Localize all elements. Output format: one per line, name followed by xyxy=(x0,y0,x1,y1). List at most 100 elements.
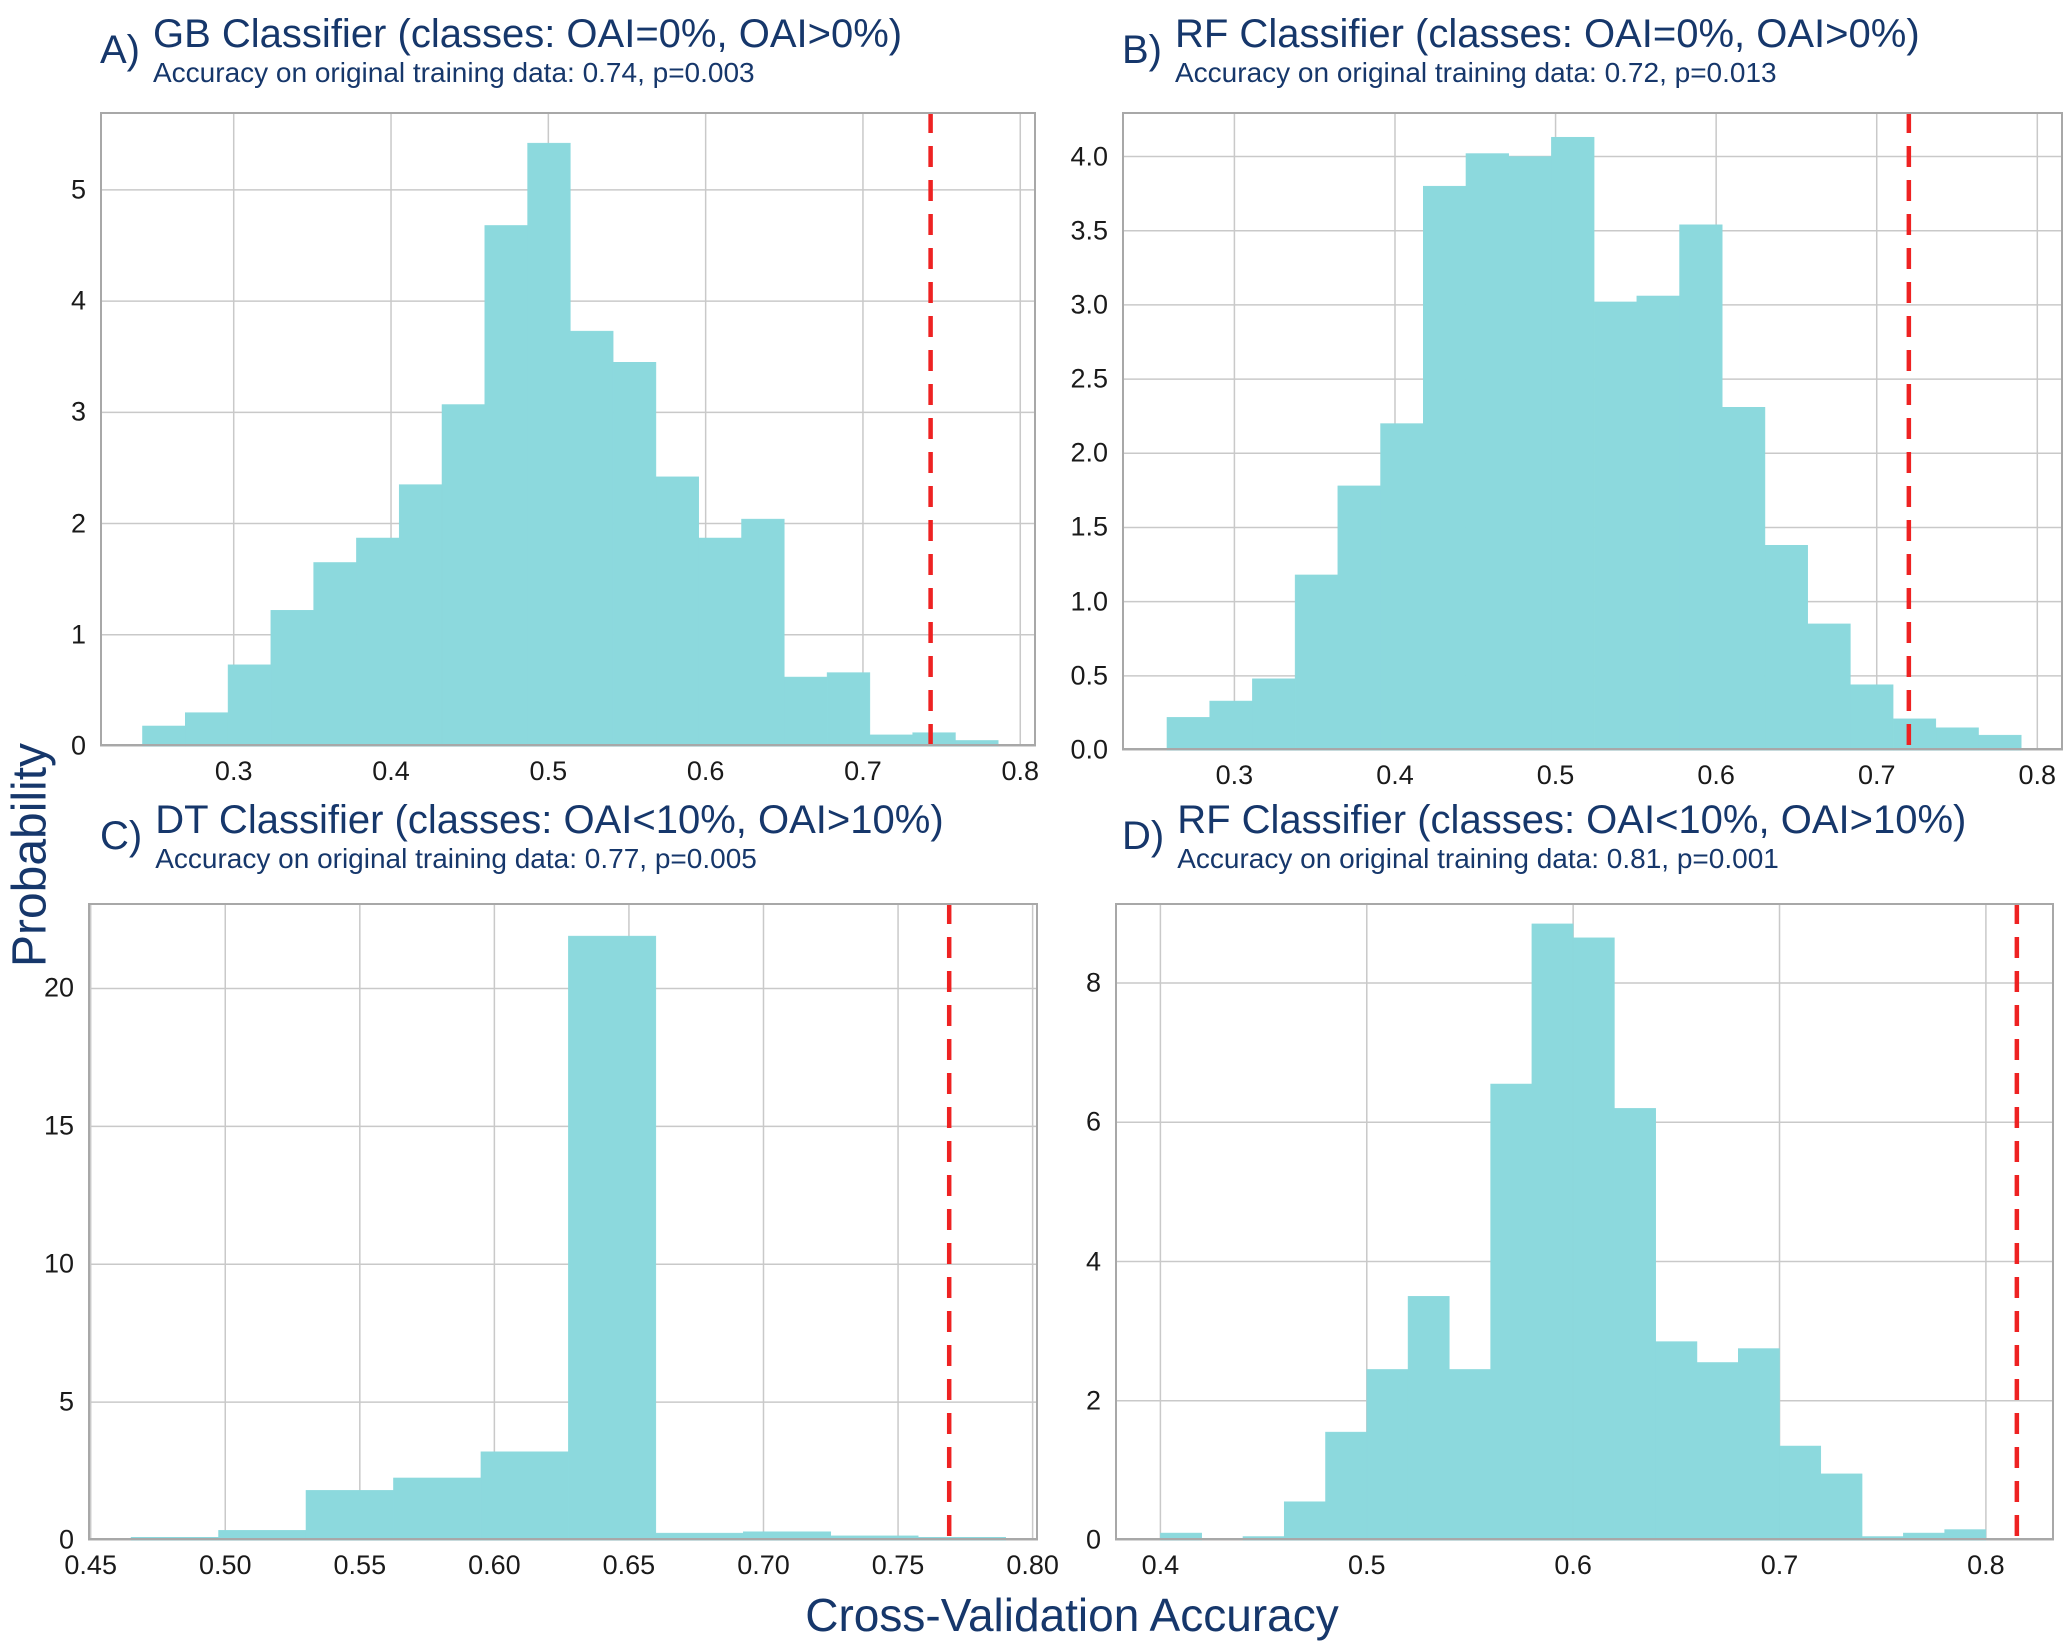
histogram-bar xyxy=(1807,623,1851,751)
histogram-bar xyxy=(484,225,528,747)
panel-a-letter: A) xyxy=(100,28,140,72)
panel-d-histogram-plot: 0.4 0.5 0.6 0.7 0.8 0 2 4 6 8 xyxy=(1086,903,2054,1580)
y-tick-label: 1.0 xyxy=(1070,586,1108,617)
panel-d-subtitle: Accuracy on original training data: 0.81… xyxy=(1177,843,1779,874)
histogram-bar xyxy=(1490,1083,1533,1541)
y-tick-label: 2 xyxy=(1085,1385,1101,1416)
histogram-bar xyxy=(1366,1369,1409,1541)
histogram-bar xyxy=(1449,1369,1491,1541)
histogram-bar xyxy=(1252,678,1296,751)
histogram-bar xyxy=(570,330,614,747)
panel-c-letter: C) xyxy=(100,814,143,858)
x-tick-label: 0.7 xyxy=(844,756,882,786)
x-tick-label: 0.8 xyxy=(1001,756,1040,786)
plot-border xyxy=(1122,112,2063,750)
plot-border xyxy=(100,112,1036,746)
histogram-bar xyxy=(1294,574,1339,751)
y-tick-label: 3.0 xyxy=(1070,289,1108,320)
histogram-bar xyxy=(655,476,699,747)
histogram-bar xyxy=(227,664,272,747)
histogram-bar xyxy=(1820,1473,1863,1541)
histogram-bar xyxy=(185,712,229,747)
histogram-bar xyxy=(1935,727,1979,751)
panel-b-title: RF Classifier (classes: OAI=0%, OAI>0%) xyxy=(1175,12,1920,56)
histogram-bar xyxy=(356,537,400,747)
panel-d-title: RF Classifier (classes: OAI<10%, OAI>10%… xyxy=(1177,798,1967,842)
y-tick-label: 8 xyxy=(1085,967,1101,998)
panel-a-title: GB Classifier (classes: OAI=0%, OAI>0%) xyxy=(153,12,903,56)
histogram-bar xyxy=(142,725,186,747)
y-tick-label: 5 xyxy=(58,1386,74,1417)
histogram-bar xyxy=(1721,407,1766,751)
y-tick-label: 0 xyxy=(58,1524,74,1555)
y-tick-label: 5 xyxy=(70,174,86,205)
histogram-bar xyxy=(398,484,443,747)
figure-x-axis-label: Cross-Validation Accuracy xyxy=(805,1589,1339,1641)
y-tick-label: 3 xyxy=(70,396,86,427)
histogram-bar xyxy=(1422,185,1467,751)
x-tick-label: 0.5 xyxy=(1536,760,1575,790)
y-tick-label: 4 xyxy=(70,285,86,316)
x-tick-label: 0.7 xyxy=(1857,760,1896,790)
panel-c-histogram-plot: 0.45 0.50 0.55 0.60 0.65 0.70 0.75 0.80 0 5 10 15 20 xyxy=(44,903,1059,1580)
y-tick-label: 0.5 xyxy=(1070,660,1108,691)
histogram-bar xyxy=(1531,923,1574,1541)
y-tick-label: 2.5 xyxy=(1070,363,1108,394)
x-tick-label: 0.75 xyxy=(871,1550,925,1580)
histogram-bar xyxy=(1614,1108,1656,1541)
histogram-bar xyxy=(1892,718,1937,751)
x-tick-label: 0.45 xyxy=(64,1550,117,1580)
histogram-bar xyxy=(1679,224,1723,751)
x-tick-label: 0.50 xyxy=(198,1550,252,1580)
x-tick-label: 0.8 xyxy=(2018,760,2057,790)
histogram-bar xyxy=(305,1490,394,1541)
panel-b-title-text: RF Classifier (classes: OAI=0%, OAI>0%) … xyxy=(1175,12,1920,90)
histogram-bar xyxy=(313,562,357,747)
histogram-svg xyxy=(1122,112,2063,751)
histogram-bar xyxy=(1209,700,1253,751)
histogram-bar xyxy=(1636,295,1680,751)
y-tick-label: 2.0 xyxy=(1070,437,1108,468)
y-tick-label: 1.5 xyxy=(1070,511,1108,542)
panel-b-letter: B) xyxy=(1122,28,1162,72)
histogram-bar xyxy=(1551,136,1595,751)
histogram-bar xyxy=(1380,423,1424,751)
histogram-bar xyxy=(826,672,871,747)
plot-border xyxy=(88,903,1038,1540)
x-tick-label: 0.7 xyxy=(1760,1550,1799,1580)
histogram-bar xyxy=(1593,301,1638,751)
x-tick-label: 0.4 xyxy=(372,756,410,786)
y-tick-label: 0.0 xyxy=(1070,734,1108,765)
histogram-bar xyxy=(1508,156,1552,751)
x-tick-label: 0.6 xyxy=(1697,760,1735,790)
histogram-bar xyxy=(1764,544,1808,751)
histogram-bar xyxy=(393,1477,482,1541)
histogram-bar xyxy=(1779,1445,1822,1541)
y-tick-label: 15 xyxy=(43,1110,74,1141)
y-tick-label: 20 xyxy=(43,972,74,1003)
y-tick-label: 4 xyxy=(1085,1246,1101,1277)
figure-y-axis-label: Probability xyxy=(3,742,57,968)
y-tick-label: 10 xyxy=(43,1248,74,1279)
histogram-svg xyxy=(100,112,1036,747)
x-tick-label: 0.3 xyxy=(214,756,253,786)
panel-d-title-block: D) RF Classifier (classes: OAI<10%, OAI>… xyxy=(1122,798,1966,876)
histogram-bar xyxy=(741,518,785,747)
panel-c-title-text: DT Classifier (classes: OAI<10%, OAI>10%… xyxy=(155,798,943,876)
y-tick-label: 4.0 xyxy=(1070,141,1108,171)
histogram-bar xyxy=(698,537,742,747)
y-tick-label: 2 xyxy=(70,508,86,539)
histogram-bar xyxy=(912,732,956,747)
x-tick-label: 0.5 xyxy=(1347,1550,1386,1580)
panel-d-letter: D) xyxy=(1122,814,1165,858)
plot-border xyxy=(1115,903,2054,1540)
histogram-bar xyxy=(568,935,657,1541)
histogram-bar xyxy=(1283,1501,1326,1541)
panel-d-title-text: RF Classifier (classes: OAI<10%, OAI>10%… xyxy=(1177,798,1966,876)
x-tick-label: 0.6 xyxy=(686,756,725,786)
histogram-bar xyxy=(480,1451,569,1541)
y-tick-label: 0 xyxy=(70,730,86,761)
histogram-bar xyxy=(1166,717,1210,751)
histogram-bar xyxy=(1978,734,2022,751)
y-tick-label: 3.5 xyxy=(1070,215,1108,246)
